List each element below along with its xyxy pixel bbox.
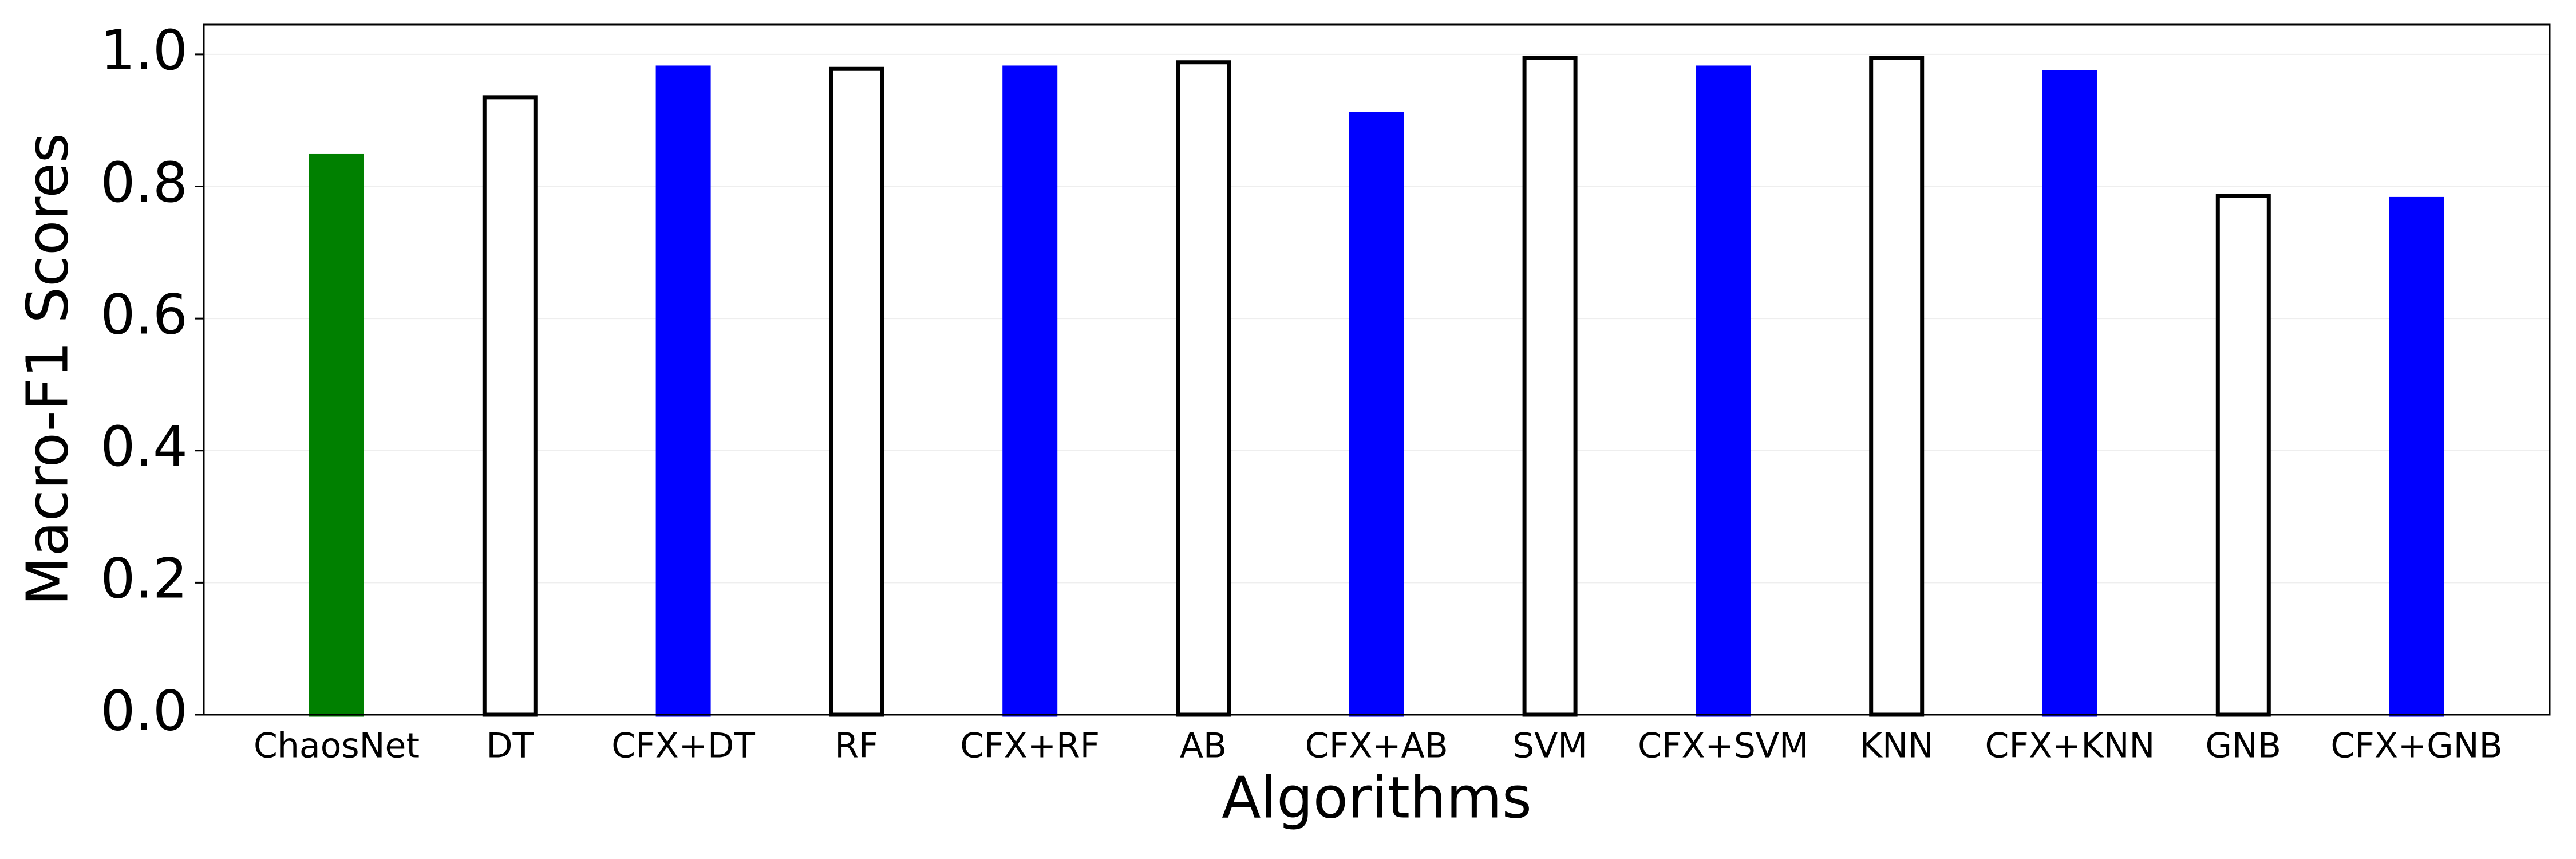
x-tick-label: RF bbox=[835, 726, 878, 766]
x-tick-label: KNN bbox=[1860, 726, 1934, 766]
x-tick-label: CFX+DT bbox=[611, 726, 755, 766]
bar bbox=[2042, 70, 2097, 717]
x-tick-label: CFX+SVM bbox=[1638, 726, 1809, 766]
y-tick-label: 0.4 bbox=[100, 415, 188, 479]
bar bbox=[1696, 65, 1751, 717]
y-tick-label: 1.0 bbox=[100, 18, 188, 82]
x-tick-label: CFX+GNB bbox=[2330, 726, 2502, 766]
y-tick-label: 0.0 bbox=[100, 679, 188, 743]
x-tick-label: CFX+KNN bbox=[1985, 726, 2155, 766]
bar bbox=[1002, 65, 1058, 717]
bar bbox=[482, 95, 538, 717]
bar bbox=[2215, 194, 2271, 717]
y-tick-label: 0.2 bbox=[100, 547, 188, 611]
y-axis-label: Macro-F1 Scores bbox=[14, 133, 81, 606]
x-axis-label: Algorithms bbox=[1222, 764, 1532, 831]
bar bbox=[1349, 112, 1404, 717]
bar bbox=[1522, 56, 1578, 717]
x-tick-label: CFX+RF bbox=[960, 726, 1100, 766]
x-tick-label: GNB bbox=[2206, 726, 2282, 766]
y-tick-label: 0.6 bbox=[100, 282, 188, 346]
bar bbox=[2389, 196, 2444, 717]
x-tick-label: SVM bbox=[1512, 726, 1587, 766]
bar bbox=[655, 65, 711, 717]
x-tick-label: CFX+AB bbox=[1305, 726, 1448, 766]
bar bbox=[1869, 56, 1925, 717]
x-tick-label: DT bbox=[486, 726, 534, 766]
x-tick-label: ChaosNet bbox=[254, 726, 420, 766]
bar bbox=[1176, 60, 1231, 717]
bar bbox=[309, 153, 364, 717]
x-tick-label: AB bbox=[1180, 726, 1227, 766]
plot-frame bbox=[203, 23, 2551, 716]
y-tick-label: 0.8 bbox=[100, 151, 188, 215]
bar bbox=[829, 66, 884, 717]
